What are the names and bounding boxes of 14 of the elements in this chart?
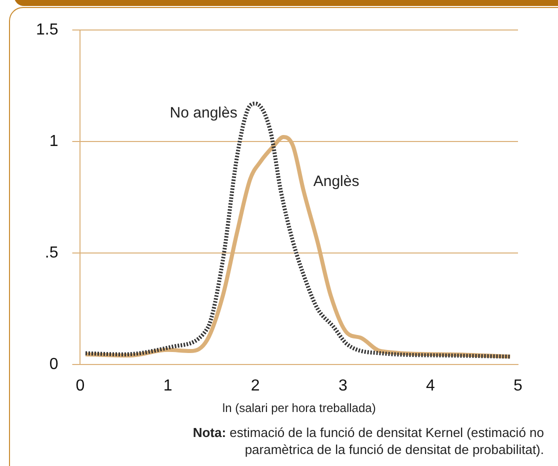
x-tick-label: 5 bbox=[514, 377, 523, 394]
series-label: Anglès bbox=[313, 173, 360, 190]
series-label: No anglès bbox=[170, 104, 238, 122]
x-tick-label: 4 bbox=[426, 377, 435, 394]
text: Nota: estimació de la funció de densitat Kernel (estimació no paramètrica de la funció de densitat de probabilitat). bbox=[192, 424, 544, 458]
x-tick-label: 3 bbox=[338, 377, 348, 394]
y-tick-label: 1 bbox=[49, 132, 58, 150]
x-tick-label: 0 bbox=[76, 377, 85, 394]
x-tick-label: 1 bbox=[163, 377, 172, 394]
x-tick-label: 2 bbox=[250, 377, 260, 394]
x-axis-title: ln (salari per hora treballada) bbox=[222, 401, 376, 416]
y-tick-label: 0 bbox=[49, 356, 58, 373]
y-tick-label: .5 bbox=[44, 244, 58, 262]
y-tick-label: 1.5 bbox=[36, 21, 58, 38]
